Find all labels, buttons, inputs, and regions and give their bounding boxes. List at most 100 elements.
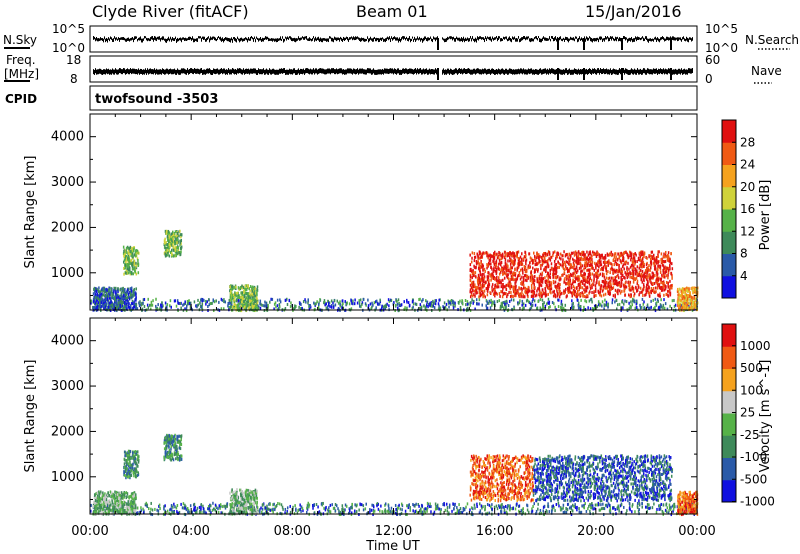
- freq-sample: [489, 68, 490, 74]
- nsky-sample: [223, 38, 224, 43]
- freq-sample: [415, 68, 416, 74]
- echo-pixel: [295, 304, 297, 308]
- echo-pixel: [578, 288, 581, 292]
- echo-pixel: [585, 295, 587, 299]
- freq-sample: [575, 68, 576, 74]
- echo-pixel: [504, 250, 506, 254]
- echo-pixel: [504, 258, 507, 262]
- echo-pixel: [165, 229, 168, 233]
- nsky-tick-high: 10^5: [52, 22, 85, 36]
- nsky-sample: [93, 36, 94, 40]
- echo-pixel: [653, 262, 656, 266]
- nsky-sample: [287, 36, 288, 40]
- freq-sample: [280, 68, 281, 74]
- echo-pixel: [555, 263, 558, 267]
- echo-pixel: [518, 295, 521, 299]
- freq-sample: [358, 69, 359, 75]
- nsky-sample: [591, 37, 592, 42]
- freq-sample: [451, 69, 452, 75]
- echo-pixel: [264, 304, 266, 308]
- freq-sample: [150, 68, 151, 74]
- echo-pixel: [554, 305, 556, 309]
- echo-pixel: [647, 306, 650, 310]
- freq-sample: [676, 69, 677, 75]
- nsky-sample: [597, 37, 598, 41]
- echo-pixel: [162, 304, 164, 308]
- echo-pixel: [599, 272, 601, 276]
- freq-sample: [363, 69, 364, 75]
- echo-pixel: [478, 278, 480, 282]
- freq-sample: [459, 68, 460, 74]
- nsky-sample: [607, 36, 608, 39]
- freq-sample: [336, 68, 337, 74]
- echo-pixel: [602, 285, 605, 289]
- echo-pixel: [643, 275, 645, 279]
- nsky-sample: [657, 37, 658, 41]
- nsky-sample: [628, 38, 629, 42]
- echo-pixel: [593, 268, 596, 272]
- echo-pixel: [538, 253, 540, 257]
- echo-pixel: [498, 281, 501, 285]
- nsky-sample: [469, 38, 470, 42]
- echo-pixel: [474, 271, 477, 275]
- nsky-sample: [286, 37, 287, 41]
- echo-pixel: [119, 299, 121, 303]
- echo-pixel: [633, 300, 636, 304]
- nsky-sample: [503, 36, 504, 40]
- freq-sample: [505, 68, 506, 74]
- nsky-sample: [365, 38, 366, 42]
- nsky-sample: [686, 36, 687, 41]
- echo-pixel: [176, 238, 179, 242]
- nsky-sample: [612, 36, 613, 39]
- echo-pixel: [612, 279, 615, 283]
- echo-pixel: [508, 290, 510, 294]
- echo-pixel: [666, 257, 669, 261]
- echo-pixel: [364, 302, 367, 306]
- freq-sample: [464, 68, 465, 74]
- freq-sample: [227, 69, 228, 75]
- echo-pixel: [491, 267, 493, 271]
- echo-pixel: [506, 301, 508, 305]
- echo-pixel: [630, 258, 632, 262]
- echo-pixel: [230, 303, 233, 307]
- echo-pixel: [565, 287, 567, 291]
- echo-pixel: [248, 299, 251, 303]
- echo-pixel: [504, 302, 506, 306]
- echo-pixel: [629, 265, 632, 269]
- nsky-sample: [578, 37, 579, 42]
- freq-sample: [650, 69, 651, 75]
- echo-pixel: [479, 273, 482, 277]
- echo-pixel: [165, 241, 167, 245]
- nsky-sample: [193, 38, 194, 43]
- freq-sample: [201, 68, 202, 74]
- echo-pixel: [177, 249, 180, 253]
- echo-pixel: [474, 285, 477, 289]
- echo-pixel: [99, 290, 101, 294]
- echo-pixel: [105, 303, 108, 307]
- echo-pixel: [572, 301, 574, 305]
- echo-pixel: [586, 256, 589, 260]
- echo-pixel: [545, 268, 547, 272]
- echo-pixel: [476, 291, 478, 295]
- echo-pixel: [632, 289, 635, 293]
- nsky-sample: [505, 36, 506, 39]
- echo-pixel: [630, 300, 632, 304]
- nsky-sample: [341, 37, 342, 41]
- nsky-sample: [178, 38, 179, 42]
- echo-pixel: [607, 270, 609, 274]
- nsky-sample: [487, 36, 488, 39]
- freq-sample: [519, 69, 520, 75]
- nsky-sample: [593, 38, 594, 41]
- freq-sample: [401, 69, 402, 75]
- nsky-sample: [631, 36, 632, 41]
- echo-pixel: [469, 295, 472, 299]
- echo-pixel: [167, 232, 169, 236]
- echo-pixel: [651, 271, 654, 275]
- nsky-sample: [290, 36, 291, 40]
- echo-pixel: [542, 261, 544, 265]
- echo-pixel: [593, 291, 595, 295]
- echo-pixel: [244, 291, 247, 295]
- nsky-sample: [162, 36, 163, 41]
- echo-pixel: [299, 302, 301, 306]
- echo-pixel: [197, 303, 200, 307]
